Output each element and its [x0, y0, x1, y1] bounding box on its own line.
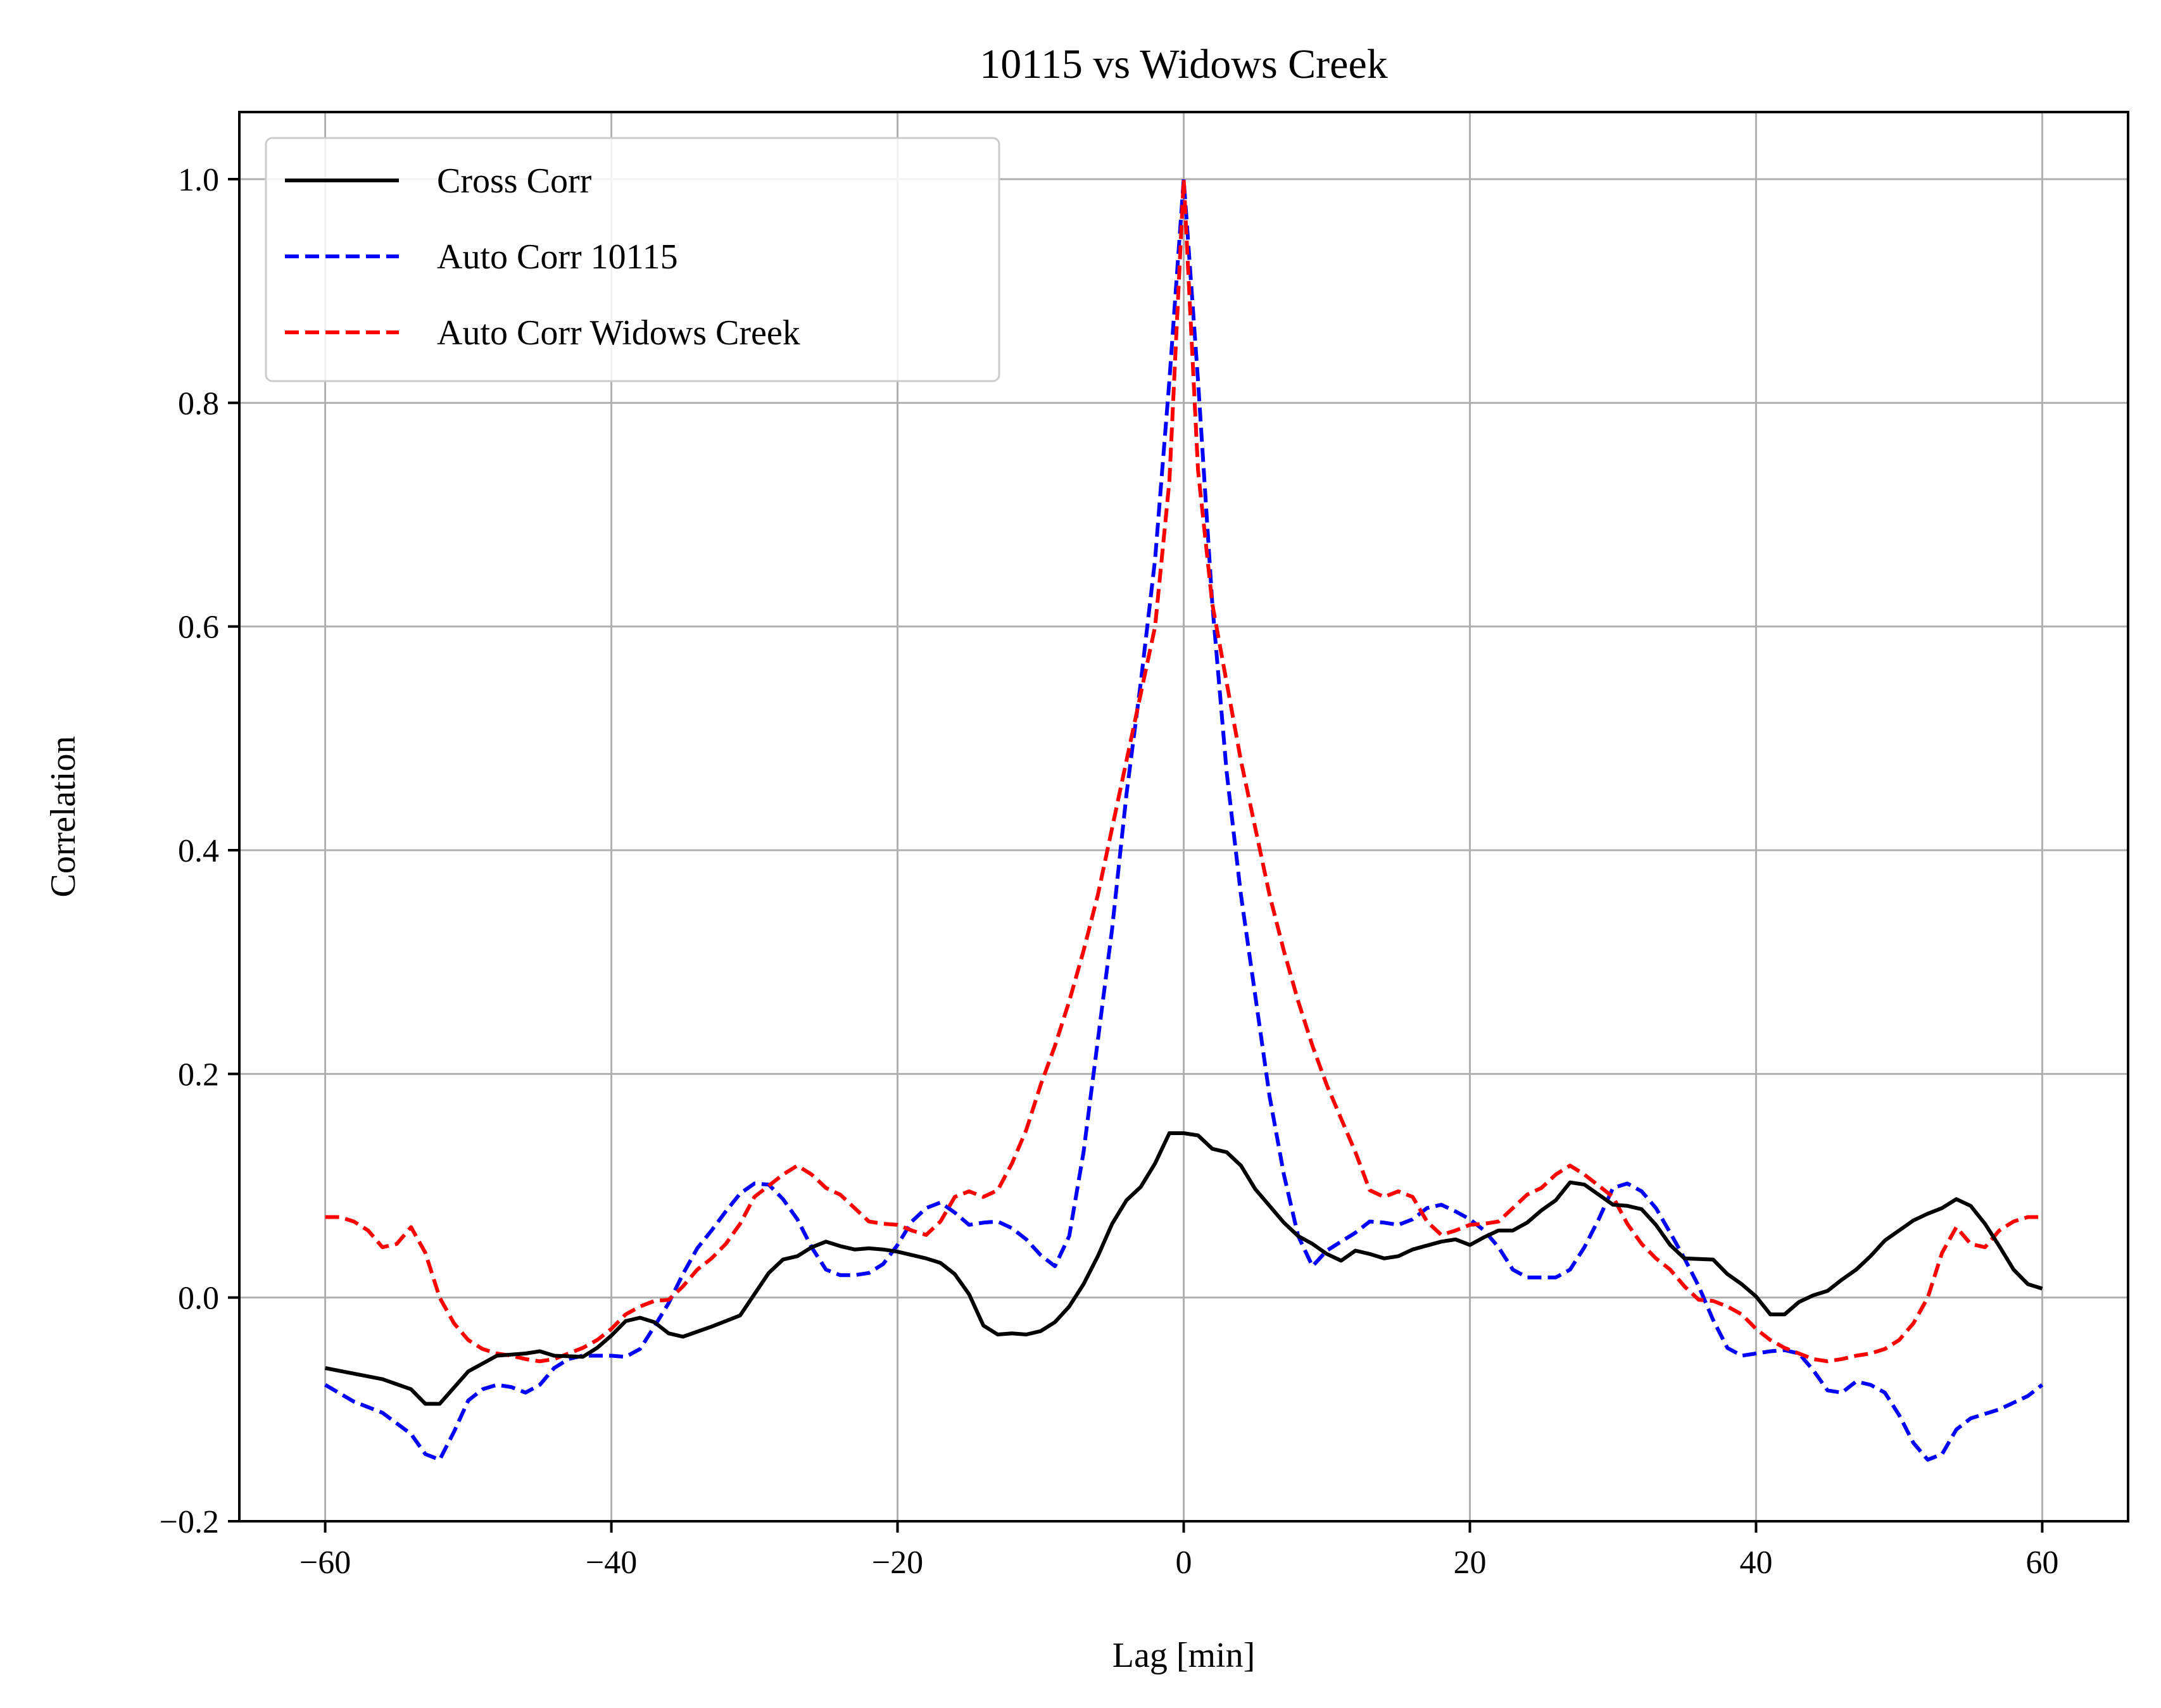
y-axis-label: Correlation: [44, 736, 83, 897]
series-lines: [324, 177, 2044, 1462]
y-tick-label: 1.0: [178, 162, 219, 198]
x-tick-label: −60: [299, 1545, 351, 1581]
x-tick-label: 60: [2026, 1545, 2058, 1581]
x-tick-label: 20: [1453, 1545, 1486, 1581]
x-tick-label: −40: [586, 1545, 637, 1581]
x-axis: −60 −40 −20 0 20 40 60: [299, 1521, 2058, 1581]
series-line-cross-corr: [325, 1131, 2043, 1406]
y-tick-label: 0.6: [178, 610, 219, 646]
series-line-auto-corr-widows-creek: [325, 177, 2043, 1364]
legend-label-auto-corr-10115: Auto Corr 10115: [437, 237, 678, 277]
legend-label-auto-corr-widows-creek: Auto Corr Widows Creek: [437, 313, 800, 353]
y-tick-label: 0.2: [178, 1057, 219, 1093]
y-tick-label: −0.2: [160, 1504, 219, 1540]
series-line-auto-corr-10115: [324, 177, 2044, 1462]
y-axis: −0.2 0.0 0.2 0.4 0.6 0.8 1.0: [160, 162, 239, 1540]
x-tick-label: 0: [1176, 1545, 1192, 1581]
chart-title: 10115 vs Widows Creek: [980, 41, 1387, 87]
x-axis-label: Lag [min]: [1112, 1636, 1255, 1675]
legend-label-cross-corr: Cross Corr: [437, 161, 592, 201]
y-tick-label: 0.4: [178, 833, 219, 869]
legend-box: [265, 137, 1000, 382]
y-tick-label: 0.8: [178, 386, 219, 422]
x-tick-label: −20: [872, 1545, 923, 1581]
legend: Cross Corr Auto Corr 10115 Auto Corr Wid…: [265, 137, 1000, 382]
y-tick-label: 0.0: [178, 1281, 219, 1317]
x-tick-label: 40: [1739, 1545, 1772, 1581]
